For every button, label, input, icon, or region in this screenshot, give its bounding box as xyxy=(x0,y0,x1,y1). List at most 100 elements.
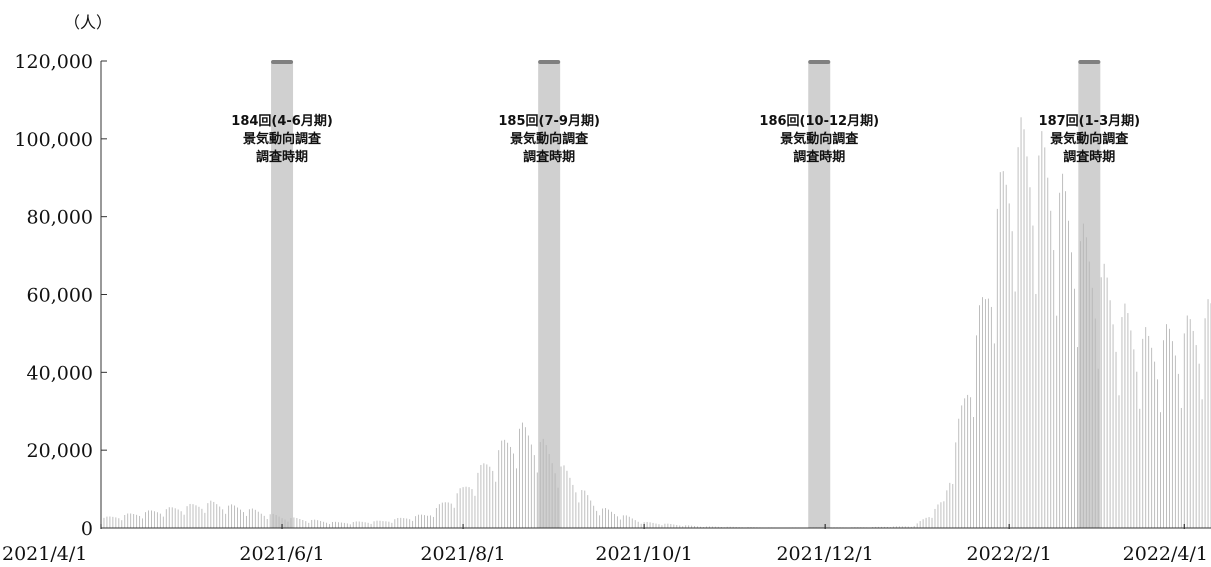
daily-bar xyxy=(970,397,972,528)
daily-bar xyxy=(937,504,939,528)
daily-bar xyxy=(539,441,541,528)
daily-bar xyxy=(225,513,227,528)
daily-bar xyxy=(305,521,307,528)
daily-bar xyxy=(521,422,523,528)
daily-bar xyxy=(251,508,253,528)
daily-bar xyxy=(234,505,236,528)
daily-bar xyxy=(489,466,491,528)
daily-bar xyxy=(299,519,301,528)
daily-bar xyxy=(907,526,909,528)
daily-bar xyxy=(165,509,167,528)
daily-bar xyxy=(1053,250,1055,528)
daily-bar xyxy=(990,306,992,528)
daily-bar xyxy=(507,442,509,528)
daily-bar xyxy=(314,519,316,528)
daily-bar xyxy=(1195,345,1197,528)
daily-bar xyxy=(925,517,927,528)
daily-bar xyxy=(1002,171,1004,529)
daily-bar xyxy=(323,521,325,528)
daily-bar xyxy=(572,484,574,528)
daily-bar xyxy=(887,526,888,528)
daily-bar xyxy=(1186,315,1188,528)
daily-bar xyxy=(326,522,328,528)
daily-bar xyxy=(409,519,411,528)
daily-bar xyxy=(946,490,948,528)
daily-bar xyxy=(611,511,612,528)
daily-bar xyxy=(1071,252,1072,528)
survey-band-cap-1 xyxy=(271,60,294,64)
daily-bar xyxy=(584,490,586,528)
daily-bar xyxy=(993,343,995,528)
daily-bar xyxy=(216,504,218,528)
daily-bar xyxy=(177,509,179,528)
daily-bar xyxy=(1180,407,1182,528)
daily-bar xyxy=(343,522,345,528)
daily-bar xyxy=(136,514,138,528)
daily-bar xyxy=(1139,408,1141,528)
daily-bar xyxy=(121,520,123,528)
daily-bar xyxy=(587,495,589,528)
daily-bar xyxy=(1148,335,1150,528)
daily-bar xyxy=(717,526,719,528)
daily-bar xyxy=(462,487,464,528)
daily-bar xyxy=(162,516,164,528)
daily-bar xyxy=(708,526,710,528)
daily-bar xyxy=(593,505,595,528)
daily-bar xyxy=(973,417,975,528)
daily-bar xyxy=(1011,231,1013,528)
daily-bar xyxy=(320,520,322,528)
survey-band-1 xyxy=(271,61,294,528)
daily-bar xyxy=(145,512,146,528)
survey-annotation-4-line-3: 調査時期 xyxy=(1063,149,1115,165)
x-tick-label: 2021/6/1 xyxy=(239,543,324,565)
daily-bar xyxy=(465,486,467,528)
daily-bar xyxy=(1207,299,1209,528)
daily-bar xyxy=(1062,173,1064,529)
daily-bar xyxy=(1198,363,1200,528)
daily-bar xyxy=(1142,338,1144,528)
daily-bar xyxy=(355,521,357,528)
daily-bar xyxy=(180,511,182,528)
daily-bar xyxy=(996,208,998,528)
daily-bar xyxy=(1168,328,1170,528)
daily-bar xyxy=(1056,315,1058,528)
daily-bar xyxy=(955,442,957,528)
daily-bar xyxy=(501,440,503,528)
daily-bar xyxy=(379,520,381,528)
y-tick-label: 100,000 xyxy=(14,129,93,151)
daily-bar xyxy=(1032,225,1034,529)
daily-bar xyxy=(456,493,458,528)
daily-bar xyxy=(931,517,933,528)
y-tick-label: 80,000 xyxy=(27,207,93,229)
daily-bar xyxy=(637,521,639,528)
daily-bar xyxy=(133,514,135,528)
daily-bar xyxy=(495,481,497,528)
daily-bar xyxy=(1201,399,1203,528)
daily-bar xyxy=(714,526,716,528)
daily-bar xyxy=(596,510,598,528)
daily-bar xyxy=(516,468,517,528)
y-tick-label: 0 xyxy=(81,518,93,540)
survey-annotation-4-line-2: 景気動向調査 xyxy=(1050,131,1129,147)
daily-bar xyxy=(545,445,547,528)
survey-annotation-1-line-1: 184回(4-6月期) xyxy=(231,114,333,129)
daily-bar xyxy=(964,398,966,528)
daily-bar xyxy=(542,438,544,528)
daily-bar xyxy=(397,518,399,528)
daily-bar xyxy=(263,515,265,528)
daily-bar xyxy=(649,522,651,528)
daily-bar xyxy=(367,522,369,528)
daily-bar xyxy=(284,519,286,528)
daily-bar xyxy=(192,504,194,528)
daily-bar xyxy=(257,511,259,528)
daily-bar xyxy=(560,466,562,528)
daily-bar xyxy=(1136,371,1138,528)
daily-bar xyxy=(474,495,476,528)
survey-band-cap-4 xyxy=(1078,60,1101,64)
survey-annotation-4-line-1: 187回(1-3月期) xyxy=(1039,114,1141,129)
daily-bar xyxy=(1044,147,1046,528)
survey-annotation-2-line-3: 調査時期 xyxy=(523,149,575,165)
daily-bar xyxy=(115,517,117,528)
daily-bar xyxy=(1177,373,1179,528)
daily-bar xyxy=(106,516,108,528)
